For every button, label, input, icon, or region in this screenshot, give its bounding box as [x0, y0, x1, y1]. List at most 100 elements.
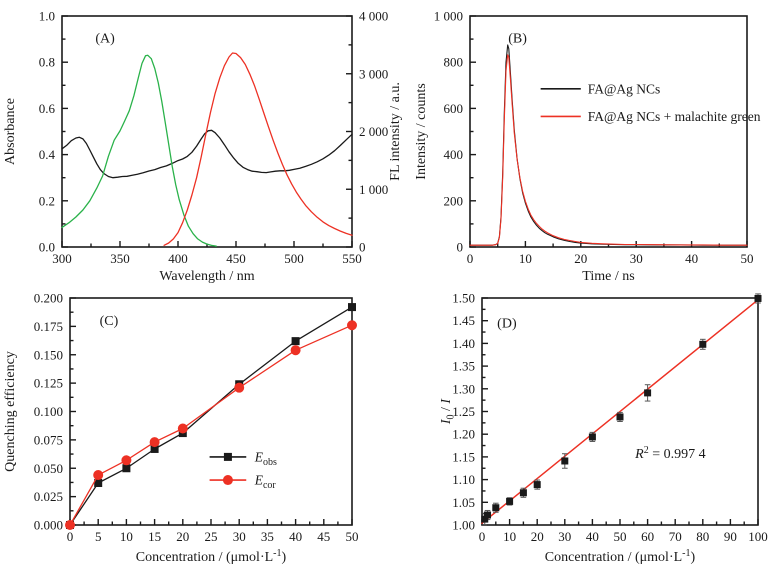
x-tick-label: 50 [614, 529, 627, 544]
legend-label: FA@Ag NCs + malachite green [588, 109, 761, 124]
chart-D-stern-volmer-calibration: 0 10 20 30 40 50 60 70 80 90 100 1.00 1.05 1.10 1.15 1.… [439, 291, 768, 566]
panel-C: 0 5 10 15 20 25 30 35 40 45 50 0.000 0.025 0.050 0.075… [0, 285, 390, 579]
y-tick-label: 1 000 [434, 9, 463, 24]
x-tick-label: 40 [586, 529, 599, 544]
legend-marker [223, 452, 232, 461]
y-tick-label: 1.15 [452, 449, 475, 464]
y-tick-label: 1.45 [452, 313, 475, 328]
y-tick-label: 1.10 [452, 472, 475, 487]
x-tick-label: 40 [685, 251, 698, 266]
y-tick-label: 0.8 [39, 55, 55, 70]
y-tick-label: 0.075 [34, 432, 63, 447]
y-tick-label: 0.200 [34, 291, 63, 306]
y-tick-label: 1.0 [39, 9, 55, 24]
x-tick-label: 450 [226, 251, 246, 266]
series-i0-over-i-marker [506, 497, 514, 505]
legend-label: Ecor [254, 473, 277, 492]
panel-B: 0 10 20 30 40 50 0 200 400 600 800 1 000 Time / ns In… [390, 0, 780, 285]
y-tick-label: 1.25 [452, 404, 475, 419]
y2-tick-label: 0 [359, 240, 366, 255]
y-tick-label: 800 [444, 55, 464, 70]
y2-axis-label: FL intensity / a.u. [388, 82, 403, 181]
x-tick-label: 60 [641, 529, 654, 544]
x-tick-label: 45 [317, 529, 330, 544]
y-tick-label: 200 [444, 193, 464, 208]
y-tick-label: 1.40 [452, 336, 475, 351]
y2-tick-label: 2 000 [359, 124, 388, 139]
x-tick-label: 400 [168, 251, 188, 266]
x-tick-label: 30 [630, 251, 643, 266]
series-e-cor-marker [149, 437, 160, 448]
y2-tick-label: 1 000 [359, 182, 388, 197]
x-tick-label: 500 [284, 251, 304, 266]
y2-tick-label: 3 000 [359, 66, 388, 81]
y-axis-label: Absorbance [3, 98, 18, 165]
y-tick-label: 1.35 [452, 359, 475, 374]
series-absorbance-line [61, 129, 353, 179]
series-e-cor-marker [93, 470, 104, 481]
x-tick-label: 25 [205, 529, 218, 544]
y-axis-label: I0 / I [439, 398, 457, 426]
series-e-cor-marker [234, 382, 245, 393]
series-e-obs-marker [291, 337, 300, 346]
y-tick-label: 1.00 [452, 518, 475, 533]
series-i0-over-i-marker [519, 489, 527, 497]
series-fa-ag-ncs-line [469, 44, 748, 246]
series-e-obs-marker [348, 303, 356, 312]
y-tick-label: 0 [457, 240, 464, 255]
series-fa-ag-ncs-malachite-green-line [469, 54, 748, 246]
x-tick-label: 40 [289, 529, 302, 544]
x-tick-label: 100 [748, 529, 768, 544]
y-tick-label: 600 [444, 101, 464, 116]
series-i0-over-i-marker [561, 457, 569, 465]
y2-tick-label: 4 000 [359, 9, 388, 24]
x-tick-label: 30 [233, 529, 246, 544]
chart-C-quenching-efficiency: 0 5 10 15 20 25 30 35 40 45 50 0.000 0.025 0.050 0.075… [3, 291, 359, 566]
series-i0-over-i-marker [699, 340, 707, 348]
x-axis-label: Wavelength / nm [159, 269, 254, 284]
x-tick-label: 50 [346, 529, 359, 544]
x-tick-label: 90 [724, 529, 737, 544]
x-tick-label: 10 [120, 529, 133, 544]
y-tick-label: 400 [444, 147, 464, 162]
x-tick-label: 0 [467, 251, 474, 266]
x-tick-label: 15 [148, 529, 161, 544]
y-tick-label: 0.050 [34, 461, 63, 476]
y-axis-label: Intensity / counts [414, 83, 429, 179]
series-e-cor-marker [347, 320, 357, 331]
x-tick-label: 5 [95, 529, 102, 544]
x-tick-label: 20 [531, 529, 544, 544]
panel-A: 300 350 400 450 500 550 0.0 0.2 0.4 0.6 0.8 1.0 0 1 0… [0, 0, 403, 285]
series-i0-over-i-marker [754, 294, 762, 302]
series-i0-over-i-marker [533, 481, 541, 489]
x-axis-label: Concentration / (μmol·L-1) [136, 548, 287, 565]
series-excitation-line [61, 54, 217, 247]
x-tick-label: 30 [558, 529, 571, 544]
x-tick-label: 70 [669, 529, 682, 544]
y-tick-label: 0.6 [39, 101, 56, 116]
panel-label: (B) [508, 31, 527, 46]
x-tick-label: 350 [110, 251, 130, 266]
series-e-cor-marker [177, 423, 188, 434]
x-tick-label: 10 [503, 529, 516, 544]
series-i0-over-i-marker [588, 433, 596, 441]
x-axis-label: Time / ns [582, 269, 634, 284]
x-tick-label: 10 [519, 251, 532, 266]
x-tick-label: 20 [176, 529, 189, 544]
x-tick-label: 20 [574, 251, 587, 266]
series-i0-over-i-marker [484, 511, 492, 519]
x-tick-label: 50 [741, 251, 754, 266]
y-tick-label: 1.20 [452, 427, 475, 442]
y-tick-label: 0.175 [34, 319, 63, 334]
x-tick-label: 0 [67, 529, 74, 544]
series-e-cor-marker [121, 455, 132, 466]
x-tick-label: 300 [52, 251, 72, 266]
y-tick-label: 1.50 [452, 291, 475, 306]
x-tick-label: 0 [479, 529, 486, 544]
legend-marker [222, 475, 233, 486]
x-tick-label: 550 [342, 251, 362, 266]
panel-label: (D) [497, 316, 517, 331]
y-tick-label: 1.30 [452, 381, 475, 396]
y-tick-label: 1.05 [452, 495, 475, 510]
